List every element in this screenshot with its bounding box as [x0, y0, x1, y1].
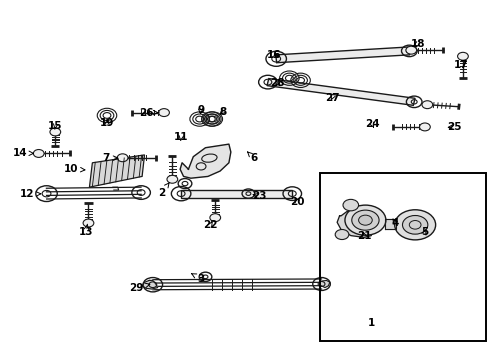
Text: 8: 8	[219, 107, 226, 117]
Polygon shape	[275, 47, 409, 63]
Text: 9: 9	[197, 105, 204, 115]
Polygon shape	[180, 144, 230, 178]
Circle shape	[344, 205, 385, 235]
Text: 18: 18	[409, 39, 424, 49]
Text: 7: 7	[102, 153, 118, 163]
Text: 1: 1	[367, 319, 374, 328]
Circle shape	[419, 123, 429, 131]
Text: 14: 14	[13, 148, 34, 158]
Text: 19: 19	[100, 118, 114, 128]
Text: 26: 26	[139, 108, 159, 118]
Circle shape	[83, 219, 94, 227]
Polygon shape	[384, 220, 395, 229]
Text: 29: 29	[129, 283, 149, 293]
Circle shape	[402, 216, 427, 234]
Circle shape	[405, 46, 416, 54]
Text: 27: 27	[325, 93, 339, 103]
Circle shape	[355, 225, 366, 232]
Bar	[320, 173, 485, 341]
Circle shape	[334, 229, 348, 239]
Polygon shape	[336, 211, 371, 237]
Circle shape	[117, 154, 128, 162]
Text: 28: 28	[270, 78, 285, 88]
Polygon shape	[321, 280, 329, 288]
Circle shape	[358, 215, 371, 225]
Text: 20: 20	[289, 197, 304, 207]
Text: 22: 22	[203, 220, 217, 230]
Circle shape	[166, 175, 177, 183]
Text: 21: 21	[356, 231, 370, 240]
Polygon shape	[266, 78, 414, 105]
Text: 4: 4	[391, 218, 399, 228]
Text: 11: 11	[174, 132, 188, 142]
Circle shape	[209, 214, 220, 222]
Circle shape	[421, 101, 432, 109]
Text: 25: 25	[446, 122, 461, 132]
Text: 16: 16	[266, 50, 281, 60]
Text: 23: 23	[251, 191, 266, 201]
Text: 15: 15	[48, 121, 62, 131]
Text: 3: 3	[191, 274, 204, 284]
Text: 5: 5	[421, 227, 427, 237]
Polygon shape	[181, 190, 292, 198]
Circle shape	[394, 210, 435, 240]
Circle shape	[457, 52, 468, 60]
Circle shape	[33, 149, 44, 157]
Circle shape	[351, 210, 378, 230]
Text: 10: 10	[64, 164, 85, 174]
Circle shape	[50, 128, 61, 136]
Text: 17: 17	[453, 60, 468, 70]
Text: 6: 6	[247, 152, 257, 163]
Circle shape	[158, 109, 169, 117]
Polygon shape	[142, 280, 158, 289]
Text: 24: 24	[364, 120, 379, 129]
Polygon shape	[89, 155, 144, 187]
Text: 2: 2	[158, 183, 169, 198]
Circle shape	[342, 199, 358, 211]
Text: 12: 12	[20, 189, 41, 199]
Text: 13: 13	[79, 224, 93, 237]
